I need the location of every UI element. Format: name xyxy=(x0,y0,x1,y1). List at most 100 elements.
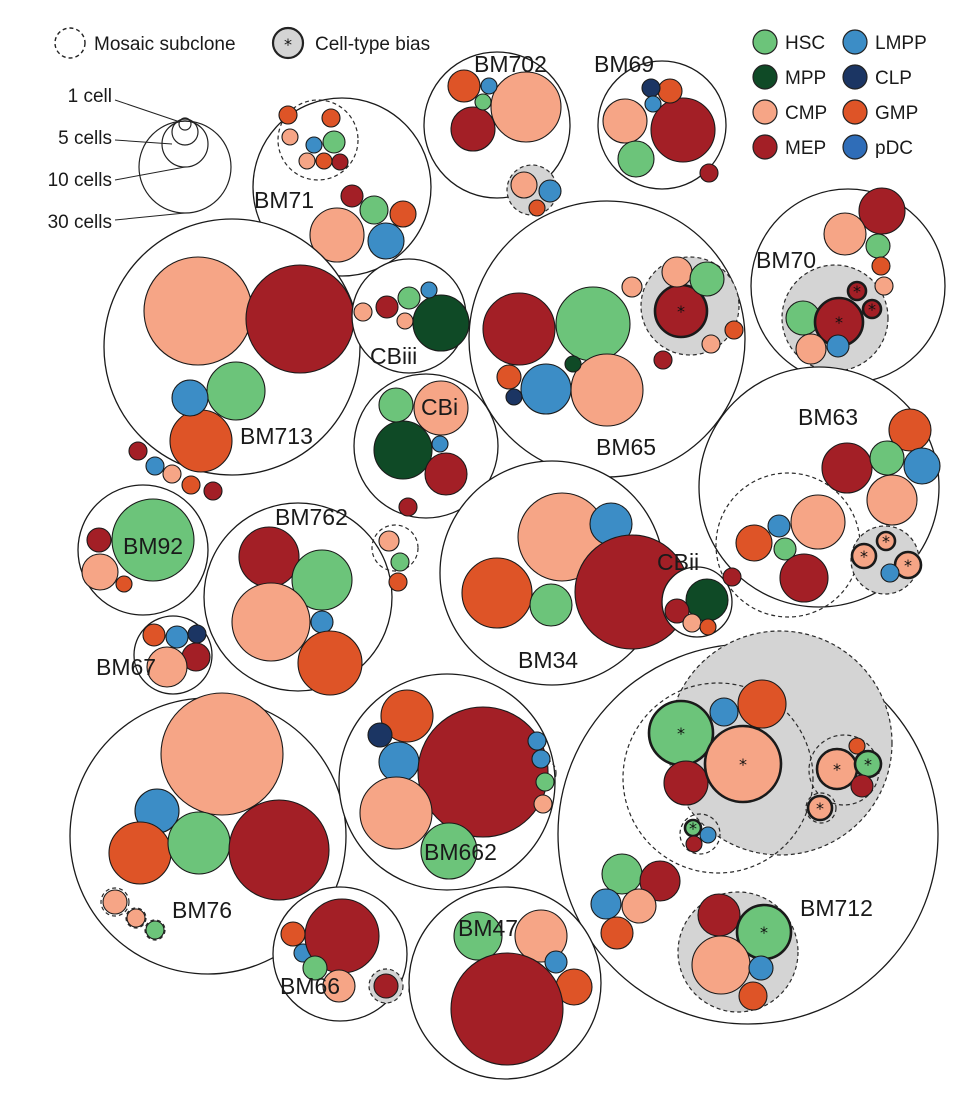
cell-bubble-mep xyxy=(398,497,418,517)
cell-bubble-cmp xyxy=(298,152,316,170)
legend-label-clp: CLP xyxy=(875,68,912,89)
cell-bubble-gmp xyxy=(278,105,298,125)
cell-bubble-cmp xyxy=(806,794,834,822)
cell-bubble-lmpp xyxy=(431,435,449,453)
clone-cbii: CBii xyxy=(657,549,742,638)
cell-bubble-lmpp xyxy=(310,610,334,634)
cell-bubble-cmp xyxy=(322,969,356,1003)
cell-bubble-hsc xyxy=(397,286,421,310)
cell-bubble-cmp xyxy=(661,256,693,288)
clone-label-bm71: BM71 xyxy=(254,187,314,213)
bias-star: * xyxy=(904,556,912,575)
clone-bm713: BM713 xyxy=(103,218,361,501)
subclone-outline-bm712-4 xyxy=(679,813,721,855)
cell-bubble-hsc xyxy=(689,261,725,297)
clone-bm67: BM67 xyxy=(96,615,213,695)
bias-star: * xyxy=(853,282,861,301)
cell-bubble-gmp xyxy=(169,409,233,473)
cell-bubble-cmp xyxy=(231,582,311,662)
cell-bubble-gmp xyxy=(528,199,546,217)
cell-bubble-lmpp xyxy=(378,741,420,783)
cell-bubble-cmp xyxy=(875,530,897,552)
bias-star: * xyxy=(760,923,768,942)
cell-bubble-mep xyxy=(450,106,496,152)
cell-bubble-mep xyxy=(821,442,873,494)
legend-label-pdc: pDC xyxy=(875,138,913,159)
bias-star: * xyxy=(833,760,841,779)
legend-swatch-clp xyxy=(842,64,868,90)
cell-bubble-hsc xyxy=(773,537,797,561)
cell-bubble-lmpp xyxy=(826,334,850,358)
cell-bubble-hsc xyxy=(617,140,655,178)
legend-swatch-mep xyxy=(752,134,778,160)
cell-bubble-mep xyxy=(340,184,364,208)
cell-bubble-lmpp xyxy=(590,888,622,920)
cell-bubble-gmp xyxy=(315,152,333,170)
legend-swatch-lmpp xyxy=(842,29,868,55)
cell-bubble-gmp xyxy=(496,364,522,390)
cell-bubble-gmp xyxy=(142,623,166,647)
cell-bubble-lmpp xyxy=(171,379,209,417)
cell-bubble-mep xyxy=(375,295,399,319)
cell-bubble-cmp xyxy=(691,935,751,995)
cell-bubble-cmp xyxy=(866,474,918,526)
cell-bubble-cmp xyxy=(353,302,373,322)
cell-bubble-gmp xyxy=(699,618,717,636)
legend-label-hsc: HSC xyxy=(785,33,825,54)
cell-bubble-cmp xyxy=(703,724,783,804)
size-circle-5 xyxy=(171,118,199,146)
mosaic-subclone-icon xyxy=(54,27,86,59)
cell-bubble-gmp xyxy=(737,679,787,729)
bias-star: * xyxy=(868,300,876,319)
clone-label-bm712: BM712 xyxy=(800,895,873,921)
cell-bubble-mep xyxy=(482,292,556,366)
cell-bubble-mep xyxy=(699,163,719,183)
cell-bubble-mep xyxy=(417,706,549,838)
clone-label-bm76: BM76 xyxy=(172,897,232,923)
clone-label-bm662: BM662 xyxy=(424,839,497,865)
cell-bubble-mep xyxy=(697,893,741,937)
cell-bubble-mep xyxy=(663,760,709,806)
cell-bubble-cmp xyxy=(413,380,469,436)
cell-bubble-lmpp xyxy=(520,363,572,415)
cell-bubble-cmp xyxy=(81,553,119,591)
clone-bm63: * * * BM63 xyxy=(698,366,941,618)
cell-bubble-gmp xyxy=(181,475,201,495)
cell-bubble-mep xyxy=(653,350,673,370)
cell-bubble-lmpp xyxy=(644,95,662,113)
cell-bubble-lmpp xyxy=(305,136,323,154)
clone-bm76: BM76 xyxy=(69,692,347,975)
cell-bubble-mep xyxy=(861,298,883,320)
cell-bubble-lmpp xyxy=(367,222,405,260)
cell-bubble-hsc xyxy=(322,130,346,154)
cell-bubble-hsc xyxy=(378,387,414,423)
clone-label-bm69: BM69 xyxy=(594,51,654,77)
cell-bubble-hsc xyxy=(453,911,503,961)
cell-bubble-gmp xyxy=(735,524,773,562)
cell-bubble-lmpp xyxy=(880,563,900,583)
clone-bm702: BM702 xyxy=(423,51,571,217)
clone-label-bm92: BM92 xyxy=(123,533,183,559)
bias-star: * xyxy=(689,819,697,838)
clone-label-bm63: BM63 xyxy=(798,404,858,430)
cell-bubble-hsc xyxy=(302,955,328,981)
cell-bubble-clp xyxy=(505,388,523,406)
clone-cbiii: CBiii xyxy=(351,258,470,374)
cell-bubble-clp xyxy=(641,78,661,98)
cell-bubble-lmpp xyxy=(748,955,774,981)
clone-bm92: BM92 xyxy=(77,484,209,616)
cell-bubble-hsc xyxy=(206,361,266,421)
cell-bubble-hsc xyxy=(869,440,905,476)
clone-bm762: BM762 xyxy=(203,502,462,696)
cell-bubble-mpp xyxy=(373,420,433,480)
subclone-outline-bm712-1 xyxy=(622,682,814,874)
cell-bubble-cmp xyxy=(281,128,299,146)
cell-bubble-mep xyxy=(331,153,349,171)
cell-bubble-cmp xyxy=(701,334,721,354)
cell-bubble-mep xyxy=(722,567,742,587)
legend-bias-key: * Cell-type bias xyxy=(271,26,430,60)
clone-bm65: * BM65 xyxy=(468,200,746,478)
subclone-outline-bm76-1 xyxy=(125,907,147,929)
cell-bubble-gmp xyxy=(447,69,481,103)
